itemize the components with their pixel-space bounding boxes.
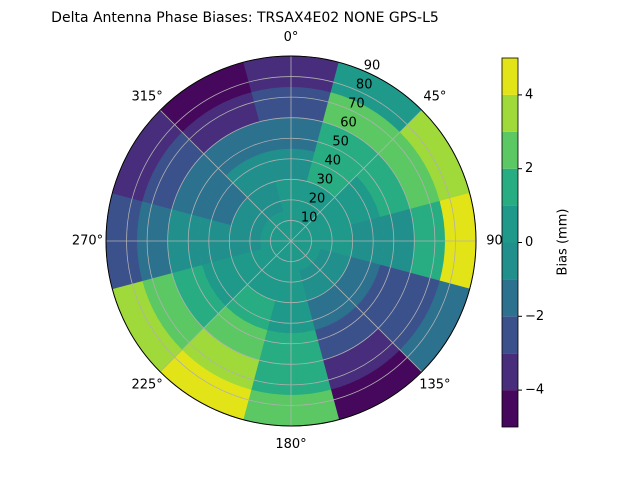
colorbar-band — [502, 390, 518, 427]
r-tick-label: 30 — [317, 173, 334, 188]
theta-tick-label: 270° — [72, 234, 103, 249]
colorbar-band — [502, 205, 518, 243]
colorbar-band — [502, 94, 518, 132]
r-tick-label: 90 — [364, 59, 381, 74]
colorbar-band — [502, 131, 518, 169]
theta-tick-label: 90 — [486, 234, 503, 249]
grid-spoke — [290, 240, 423, 373]
r-tick-label: 40 — [324, 154, 341, 169]
theta-tick-label: 315° — [131, 90, 162, 105]
r-tick-label: 50 — [332, 135, 349, 150]
colorbar-band — [502, 353, 518, 391]
chart-title: Delta Antenna Phase Biases: TRSAX4E02 NO… — [51, 10, 439, 26]
colorbar-tick-label: 0 — [525, 235, 533, 250]
theta-tick-label: 135° — [419, 377, 450, 392]
r-tick-label: 70 — [348, 97, 365, 112]
theta-tick-label: 45° — [423, 90, 446, 105]
colorbar-band — [502, 58, 518, 95]
r-tick-label: 60 — [340, 116, 357, 131]
theta-tick-label: 180° — [275, 437, 306, 452]
polar-frame — [105, 55, 477, 427]
r-tick-label: 80 — [356, 78, 373, 93]
colorbar-band — [502, 168, 518, 206]
grid-spoke — [159, 240, 292, 373]
colorbar-tick-label: −2 — [525, 309, 544, 324]
r-tick-label: 20 — [309, 192, 326, 207]
colorbar-tick-label: 4 — [525, 87, 533, 102]
colorbar-tick-label: −4 — [525, 383, 544, 398]
colorbar-label: Bias (mm) — [556, 209, 571, 276]
theta-tick-label: 225° — [131, 377, 162, 392]
colorbar-band — [502, 279, 518, 317]
grid-spoke — [290, 109, 423, 242]
colorbar-band — [502, 242, 518, 280]
colorbar-tick-label: 2 — [525, 161, 533, 176]
colorbar-band — [502, 316, 518, 354]
r-tick-label: 10 — [301, 211, 318, 226]
theta-tick-label: 0° — [284, 30, 299, 45]
grid-spoke — [159, 109, 292, 242]
